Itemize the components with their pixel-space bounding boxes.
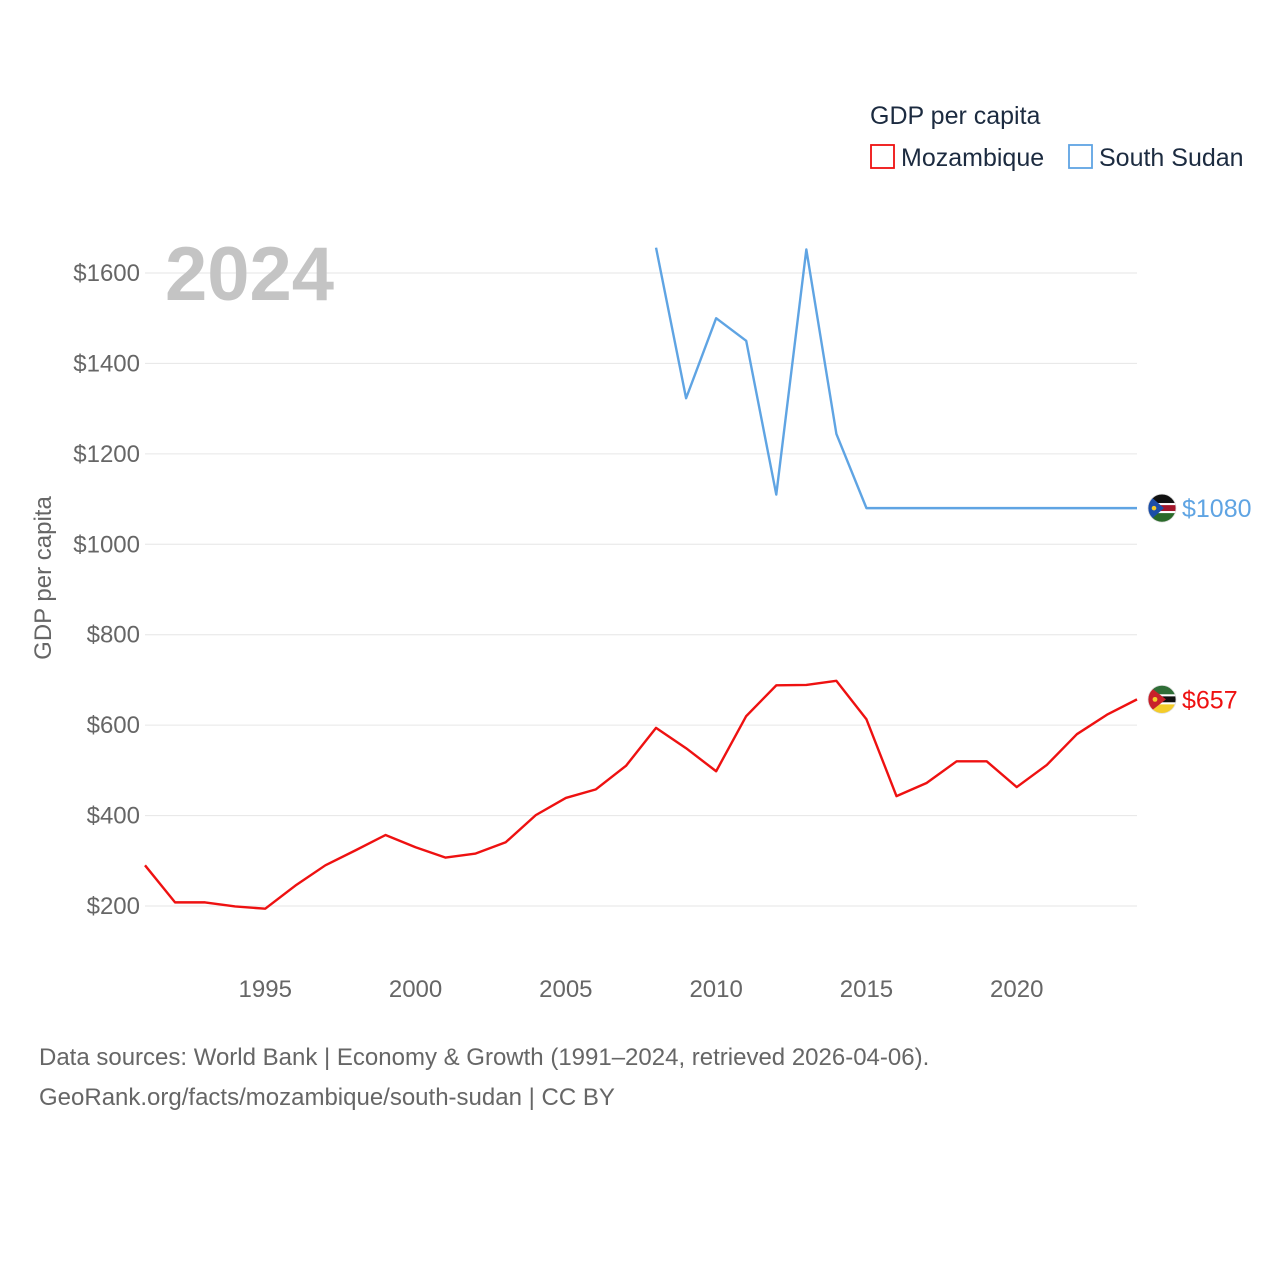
legend-label-south-sudan: South Sudan <box>1099 144 1244 172</box>
series-line-south-sudan <box>654 247 1137 510</box>
footer-link[interactable]: GeoRank.org/facts/mozambique/south-sudan… <box>39 1084 615 1111</box>
mozambique-flag-icon <box>1147 684 1177 714</box>
x-tick-label: 2015 <box>840 976 893 1003</box>
legend-item-south-sudan[interactable]: South Sudan <box>1068 144 1244 172</box>
end-label-south-sudan: $1080 <box>1182 495 1252 523</box>
highlight-year: 2024 <box>165 232 334 317</box>
x-tick-label: 2010 <box>689 976 742 1003</box>
footer-sources: Data sources: World Bank | Economy & Gro… <box>39 1044 930 1071</box>
y-tick-label: $400 <box>87 803 140 830</box>
y-tick-label: $1200 <box>73 441 140 468</box>
legend-swatch-south-sudan <box>1068 144 1093 169</box>
legend: GDP per capita Mozambique South Sudan <box>870 102 1244 172</box>
legend-label-mozambique: Mozambique <box>901 144 1044 172</box>
y-tick-label: $200 <box>87 893 140 920</box>
x-tick-label: 1995 <box>239 976 292 1003</box>
south-sudan-flag-icon <box>1147 493 1177 523</box>
x-tick-label: 2000 <box>389 976 442 1003</box>
y-axis-title: GDP per capita <box>30 496 57 660</box>
y-tick-label: $1600 <box>73 260 140 287</box>
y-tick-label: $600 <box>87 712 140 739</box>
legend-title: GDP per capita <box>870 102 1041 130</box>
grid-lines <box>145 272 1137 907</box>
y-axis: $200 $400 $600 $800 $1000 $1200 $1400 $1600 <box>73 260 140 920</box>
y-tick-label: $1400 <box>73 350 140 377</box>
y-tick-label: $800 <box>87 622 140 649</box>
legend-item-mozambique[interactable]: Mozambique <box>870 144 1044 172</box>
legend-swatch-mozambique <box>870 144 895 169</box>
x-tick-label: 2005 <box>539 976 592 1003</box>
end-label-mozambique: $657 <box>1182 686 1238 714</box>
series-line-mozambique <box>144 679 1138 910</box>
x-tick-label: 2020 <box>990 976 1043 1003</box>
x-axis: 1995 2000 2005 2010 2015 2020 <box>239 976 1044 1003</box>
y-tick-label: $1000 <box>73 531 140 558</box>
